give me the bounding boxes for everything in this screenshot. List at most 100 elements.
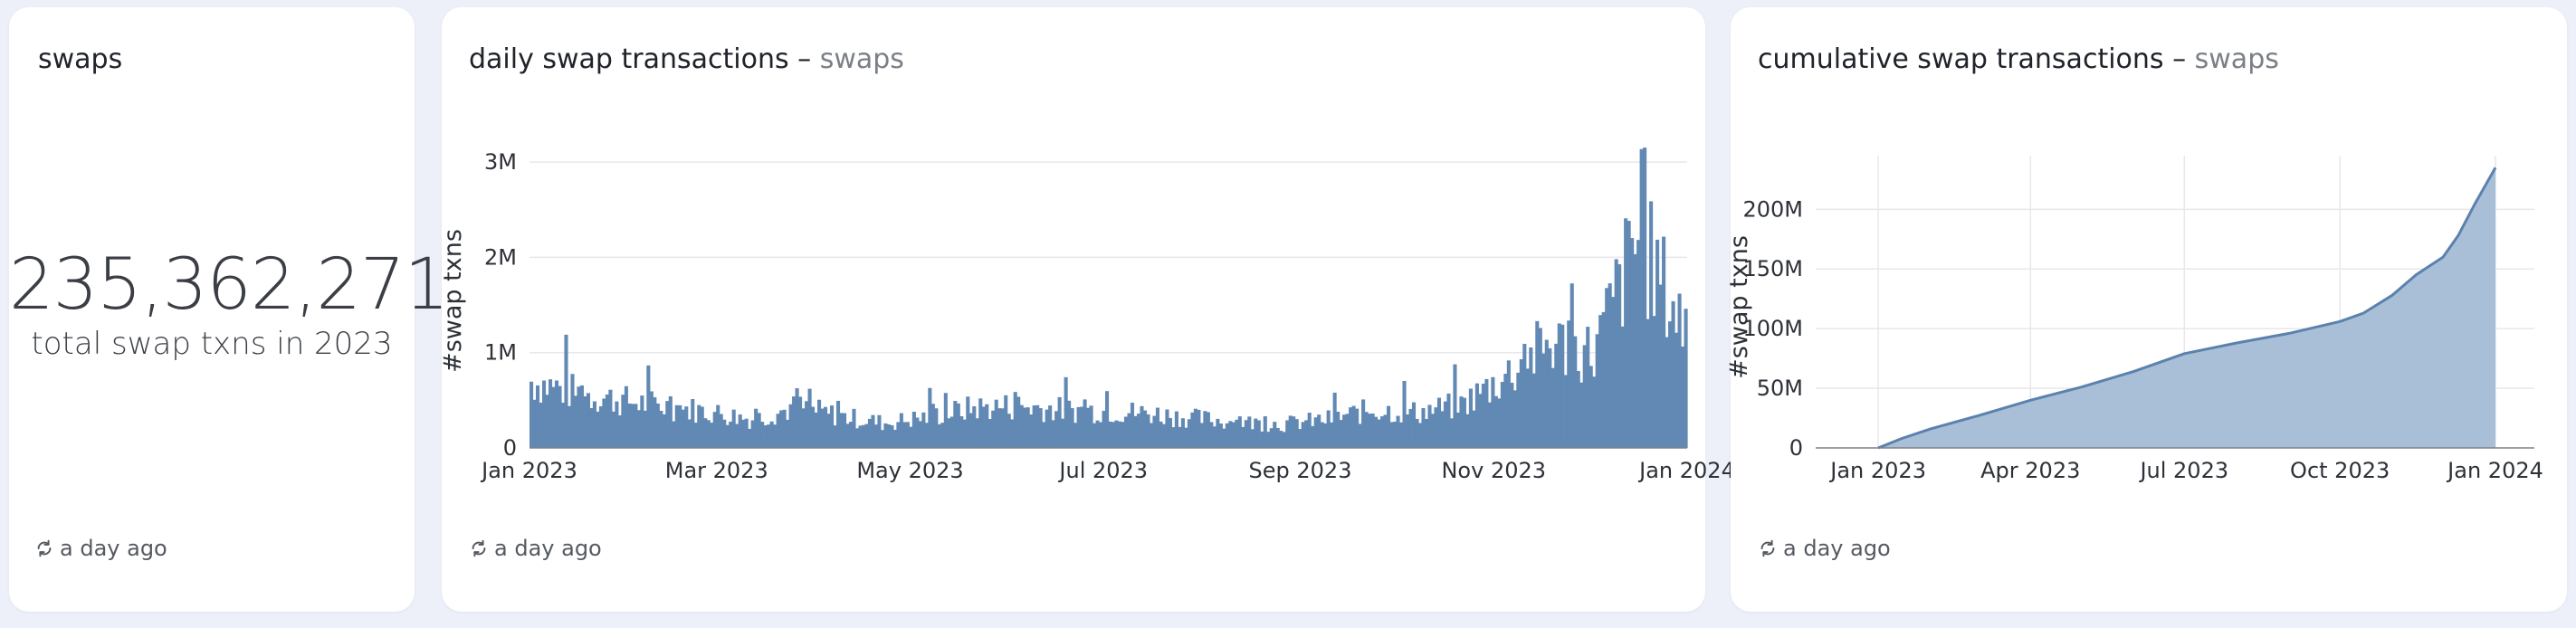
y-tick-label: 2M — [484, 244, 517, 270]
bar — [1614, 259, 1618, 448]
bar — [1317, 414, 1321, 448]
bar — [535, 385, 540, 448]
bar — [1197, 409, 1201, 448]
bar — [1054, 411, 1059, 448]
bar — [1525, 368, 1530, 448]
bar — [1029, 414, 1034, 448]
bar — [674, 404, 679, 448]
bar — [1662, 236, 1666, 448]
bar — [842, 413, 847, 448]
bar — [1067, 400, 1072, 448]
bar — [1048, 405, 1053, 448]
bar — [1421, 407, 1426, 448]
bar — [703, 418, 708, 448]
daily-bar-chart[interactable]: 0 1M 2M 3M Jan 2023 Mar 2023 May 2023 Jul 2023 S… — [439, 7, 1735, 514]
x-tick-label: Jan 2023 — [1828, 458, 1926, 483]
bar — [1535, 320, 1540, 448]
bar — [767, 424, 771, 448]
bar — [1434, 407, 1438, 448]
bar — [1579, 382, 1584, 448]
bar — [1592, 376, 1597, 448]
bar — [1178, 426, 1182, 448]
chart-title: daily swap transactions — [469, 43, 789, 75]
last-updated-text: a day ago — [1783, 536, 1891, 561]
bar — [928, 387, 932, 448]
bar — [1387, 405, 1391, 448]
bar — [602, 398, 606, 448]
bar — [1320, 422, 1324, 448]
bar — [605, 394, 609, 448]
x-tick-label: May 2023 — [856, 458, 963, 483]
bar — [760, 422, 765, 448]
bar — [1538, 328, 1542, 448]
bar — [627, 403, 632, 448]
bar — [1512, 390, 1517, 448]
bar — [1396, 415, 1400, 448]
bar — [1282, 432, 1286, 448]
bar — [722, 419, 727, 448]
bar — [924, 423, 929, 448]
bar — [662, 414, 666, 448]
bar — [1478, 394, 1483, 448]
bar — [1244, 420, 1248, 448]
bar — [1313, 417, 1318, 448]
refresh-icon[interactable] — [469, 538, 489, 558]
bar — [1279, 431, 1283, 448]
bar — [1436, 397, 1442, 448]
chart-subtitle[interactable]: swaps — [819, 43, 904, 75]
chart-subtitle[interactable]: swaps — [2194, 43, 2279, 75]
bar — [1541, 353, 1546, 448]
refresh-icon[interactable] — [1758, 538, 1778, 558]
bar — [665, 401, 670, 448]
cumulative-area-chart[interactable]: 0 50M 100M 150M 200M Jan 2023 Apr 2023 Jul 2023… — [1725, 7, 2567, 514]
bar — [1016, 396, 1021, 448]
refresh-icon[interactable] — [34, 538, 54, 558]
bar — [782, 409, 787, 448]
bar — [937, 423, 941, 448]
bar — [1510, 382, 1514, 448]
bar — [909, 426, 913, 448]
title-separator: – — [797, 43, 812, 75]
bar — [1149, 423, 1154, 448]
bar — [1548, 347, 1552, 448]
bar — [1231, 422, 1236, 448]
bar — [1598, 315, 1603, 448]
bar — [1108, 421, 1112, 448]
bar — [1086, 407, 1091, 448]
series-line — [1877, 167, 2497, 450]
bar — [1459, 396, 1464, 448]
bar — [1038, 408, 1043, 448]
bar — [1624, 218, 1628, 448]
bar — [880, 430, 884, 448]
bar — [997, 408, 1002, 448]
bar — [1260, 431, 1264, 448]
bar — [592, 401, 596, 448]
bar — [1330, 422, 1334, 448]
bar — [1472, 410, 1476, 448]
bar — [1292, 416, 1296, 448]
bar — [678, 404, 682, 448]
bar — [716, 404, 720, 448]
bar — [710, 423, 714, 448]
bar — [1225, 423, 1229, 448]
bar — [978, 398, 983, 448]
bar — [943, 393, 948, 448]
kpi-caption: total swap txns in 2023 — [31, 326, 393, 362]
bar — [719, 414, 723, 448]
bar — [1026, 407, 1030, 448]
bar — [1516, 372, 1521, 448]
bar — [1121, 422, 1125, 448]
bar — [1497, 398, 1502, 448]
bar — [1484, 378, 1489, 448]
bar — [854, 428, 860, 448]
bar — [1285, 420, 1290, 448]
bar — [744, 418, 749, 448]
bar — [1273, 422, 1277, 448]
bar — [539, 402, 543, 448]
bar — [611, 411, 615, 448]
bar — [1677, 293, 1682, 448]
bar — [788, 404, 793, 448]
bar — [975, 418, 979, 448]
x-tick-label: Jan 2024 — [2446, 458, 2543, 483]
bar — [1184, 427, 1188, 448]
